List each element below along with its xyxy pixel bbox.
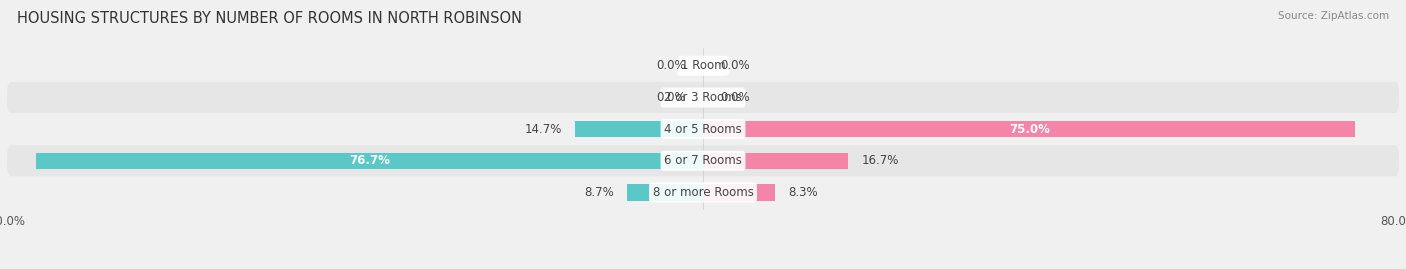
Bar xyxy=(627,184,703,201)
Bar xyxy=(703,121,1355,137)
Legend: Owner-occupied, Renter-occupied: Owner-occupied, Renter-occupied xyxy=(575,266,831,269)
Text: 14.7%: 14.7% xyxy=(524,123,562,136)
FancyBboxPatch shape xyxy=(7,177,1399,208)
Text: 4 or 5 Rooms: 4 or 5 Rooms xyxy=(664,123,742,136)
Text: 0.0%: 0.0% xyxy=(657,59,686,72)
Bar xyxy=(703,184,775,201)
Text: 1 Room: 1 Room xyxy=(681,59,725,72)
FancyBboxPatch shape xyxy=(7,82,1399,113)
Text: 76.7%: 76.7% xyxy=(349,154,389,167)
Text: 8.7%: 8.7% xyxy=(585,186,614,199)
Text: 2 or 3 Rooms: 2 or 3 Rooms xyxy=(664,91,742,104)
Text: 75.0%: 75.0% xyxy=(1008,123,1050,136)
FancyBboxPatch shape xyxy=(7,50,1399,81)
Text: 0.0%: 0.0% xyxy=(720,59,749,72)
FancyBboxPatch shape xyxy=(7,114,1399,145)
Bar xyxy=(575,121,703,137)
Text: 16.7%: 16.7% xyxy=(862,154,898,167)
Bar xyxy=(703,153,848,169)
Text: HOUSING STRUCTURES BY NUMBER OF ROOMS IN NORTH ROBINSON: HOUSING STRUCTURES BY NUMBER OF ROOMS IN… xyxy=(17,11,522,26)
Text: 0.0%: 0.0% xyxy=(720,91,749,104)
Text: 8.3%: 8.3% xyxy=(789,186,818,199)
Bar xyxy=(35,153,703,169)
FancyBboxPatch shape xyxy=(7,145,1399,176)
Text: 0.0%: 0.0% xyxy=(657,91,686,104)
Text: 8 or more Rooms: 8 or more Rooms xyxy=(652,186,754,199)
Text: 6 or 7 Rooms: 6 or 7 Rooms xyxy=(664,154,742,167)
Text: Source: ZipAtlas.com: Source: ZipAtlas.com xyxy=(1278,11,1389,21)
